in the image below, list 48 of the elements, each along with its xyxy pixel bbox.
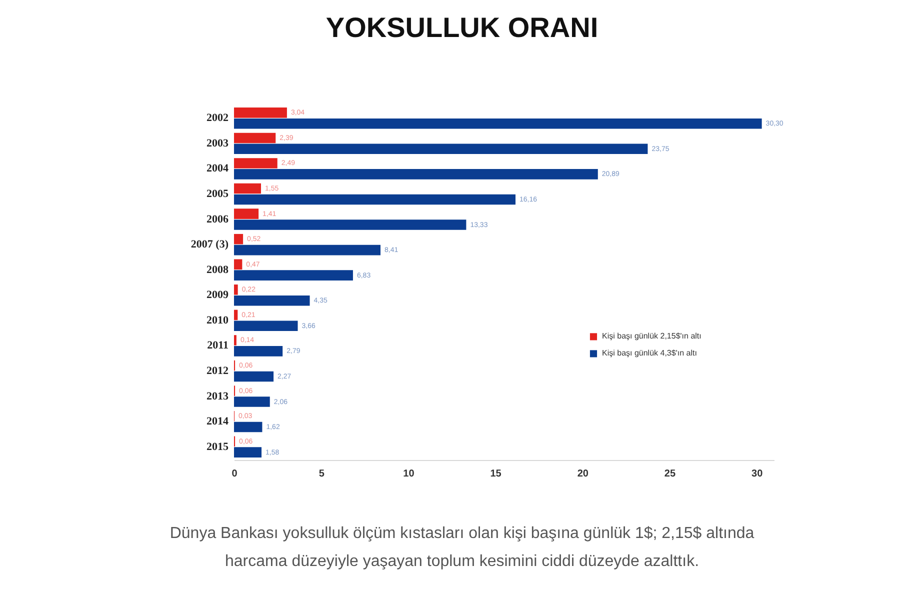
bar [234, 158, 278, 168]
x-tick-label: 25 [664, 468, 676, 480]
y-tick-label: 2008 [206, 264, 229, 276]
bar [234, 447, 262, 458]
bar [234, 220, 466, 230]
y-tick-label: 2006 [206, 213, 229, 226]
bar [234, 183, 261, 194]
bar [234, 234, 244, 244]
bar [234, 169, 598, 180]
x-tick-label: 20 [577, 468, 589, 480]
chart-title: YOKSULLUK ORANI [326, 12, 598, 43]
x-tick-label: 0 [232, 468, 238, 480]
x-tick-label: 5 [318, 468, 325, 480]
bar [234, 284, 238, 295]
bar [234, 244, 380, 256]
y-tick-label: 2002 [206, 112, 229, 124]
bar [234, 371, 274, 382]
bar [234, 422, 262, 432]
y-tick-label: 2009 [206, 289, 229, 302]
y-tick-label: 2015 [206, 440, 229, 453]
bar [234, 396, 270, 407]
bar [234, 108, 287, 118]
bar [234, 270, 353, 280]
legend-label: Kişi başı günlük 2,15$'ın altı [602, 332, 702, 341]
bar [234, 310, 238, 320]
bar [234, 295, 310, 306]
bar [234, 346, 283, 356]
bar [234, 132, 276, 144]
bar [234, 144, 648, 154]
y-tick-label: 2010 [206, 314, 229, 326]
legend-label: Kişi başı günlük 4,3$'ın altı [602, 348, 697, 358]
y-tick-label: 2012 [206, 364, 229, 377]
y-tick-label: 2014 [206, 416, 229, 428]
bar [234, 208, 259, 219]
y-tick-label: 2013 [206, 390, 229, 402]
bar [234, 118, 762, 129]
text: Dünya Bankası yoksulluk ölçüm kıstasları olan kişi başına günlük 1$; 2,15$ altında harcama düzeyiyle yaşayan toplum kesimini ciddi düzeyde azalttık. [170, 525, 754, 570]
x-tick-label: 15 [490, 468, 502, 480]
y-tick-label: 2005 [206, 188, 229, 200]
x-tick-label: 30 [752, 468, 764, 480]
y-tick-label: 2004 [206, 162, 229, 175]
y-tick-label: 2003 [206, 137, 229, 150]
bar [234, 194, 516, 205]
y-tick-label: 2007 (3) [190, 238, 229, 251]
y-tick-label: 2011 [207, 340, 228, 352]
bar [234, 259, 242, 270]
bar [234, 320, 298, 332]
x-tick-label: 10 [403, 468, 415, 480]
